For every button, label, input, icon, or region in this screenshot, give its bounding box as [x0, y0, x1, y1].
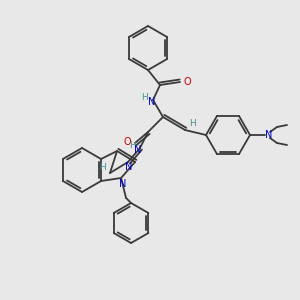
Text: H: H — [189, 119, 195, 128]
Text: H: H — [129, 140, 135, 149]
Text: H: H — [100, 164, 106, 172]
Text: N: N — [265, 130, 273, 140]
Text: N: N — [148, 97, 156, 107]
Text: O: O — [123, 137, 131, 147]
Text: H: H — [142, 94, 148, 103]
Text: N: N — [119, 179, 127, 189]
Text: N: N — [134, 145, 142, 155]
Text: O: O — [183, 77, 191, 87]
Text: N: N — [125, 162, 133, 172]
